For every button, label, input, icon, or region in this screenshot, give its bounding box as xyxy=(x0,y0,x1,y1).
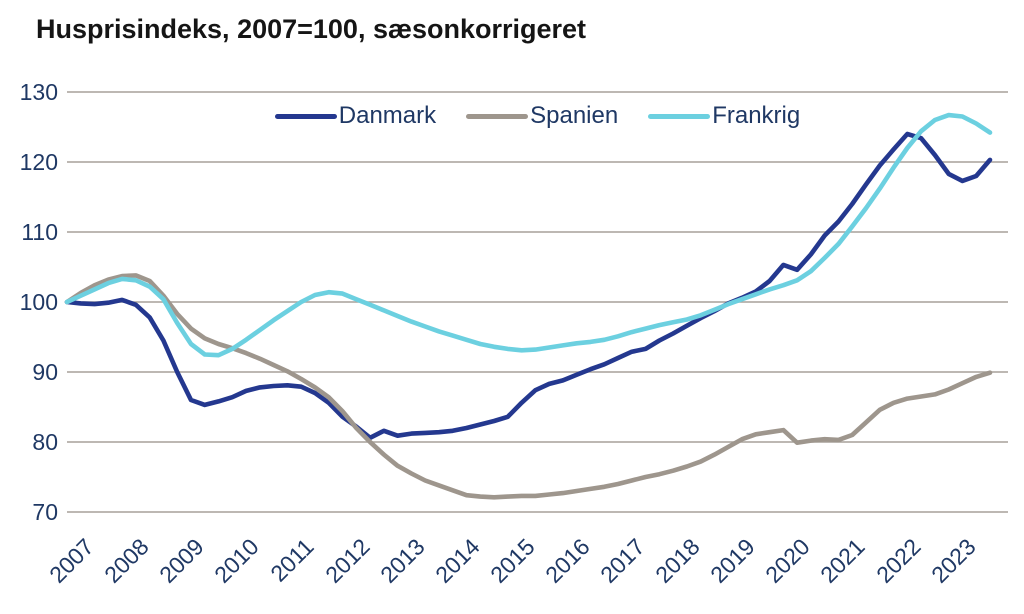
series-line-danmark xyxy=(64,131,993,441)
chart-title: Husprisindeks, 2007=100, sæsonkorrigeret xyxy=(36,14,587,44)
y-tick-label-130: 130 xyxy=(19,79,58,105)
y-tick-label-110: 110 xyxy=(21,219,58,245)
y-tick-label-120: 120 xyxy=(19,149,58,175)
y-tick-label-90: 90 xyxy=(32,359,58,385)
y-tick-label-80: 80 xyxy=(32,429,58,455)
y-tick-label-100: 100 xyxy=(19,289,58,315)
series-line-frankrig xyxy=(64,112,993,358)
y-tick-label-70: 70 xyxy=(32,499,58,525)
series-line-spanien xyxy=(64,273,993,500)
